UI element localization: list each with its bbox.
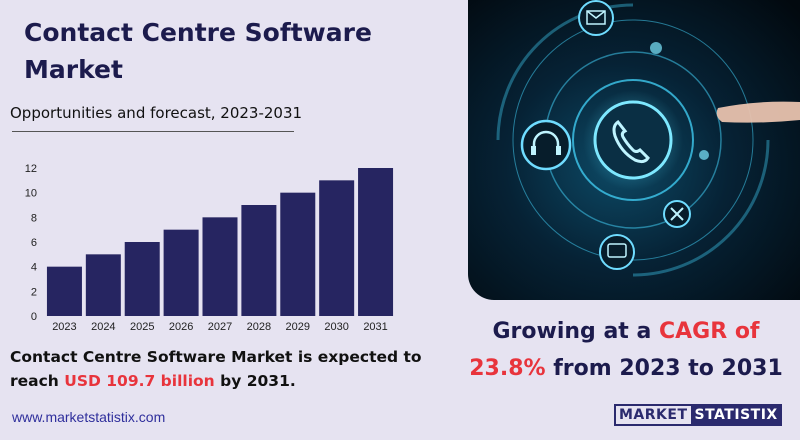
x-tick-label: 2030 [324, 321, 348, 333]
website-link[interactable]: www.marketstatistix.com [12, 409, 166, 425]
tools-icon [663, 200, 691, 228]
statement-highlight: USD 109.7 billion [64, 372, 215, 390]
envelope-icon [578, 0, 614, 36]
x-tick-label: 2026 [169, 321, 193, 333]
y-tick-label: 6 [31, 237, 37, 249]
x-tick-label: 2023 [52, 321, 76, 333]
bar-2024 [85, 254, 121, 316]
y-tick-label: 0 [31, 311, 37, 323]
bar-2027 [202, 217, 238, 316]
phone-icon [593, 100, 673, 180]
bar-2030 [319, 180, 355, 316]
y-tick-label: 8 [31, 212, 37, 224]
x-tick-label: 2029 [286, 321, 310, 333]
market-statement: Contact Centre Software Market is expect… [10, 345, 450, 393]
cagr-statement: Growing at a CAGR of 23.8% from 2023 to … [452, 313, 800, 387]
x-tick-label: 2028 [247, 321, 271, 333]
y-tick-label: 2 [31, 286, 37, 298]
bar-2029 [280, 192, 316, 316]
page-title: Contact Centre Software Market [24, 18, 372, 84]
statement-text-1: Contact Centre Software Market is expect… [10, 348, 422, 390]
hand [716, 101, 800, 123]
cagr-value: 23.8% [469, 356, 546, 381]
bar-chart: 0 2 4 6 8 10 12 2023 2024 2025 2026 2027 2028 2029 203… [25, 163, 394, 333]
y-tick-label: 10 [25, 188, 37, 200]
cagr-text-2: from 2023 to 2031 [545, 356, 783, 381]
bar-2026 [163, 229, 199, 316]
bar-2023 [46, 266, 82, 316]
subtitle-divider [12, 131, 294, 132]
x-tick-label: 2024 [91, 321, 115, 333]
bar-2028 [241, 205, 277, 316]
headset-icon [520, 119, 572, 171]
bar-2031 [358, 168, 394, 316]
bar-2025 [124, 242, 160, 316]
logo-left-text: MARKET [614, 404, 691, 426]
x-tick-label: 2025 [130, 321, 154, 333]
brand-logo: MARKET STATISTIX [614, 404, 782, 426]
y-tick-label: 12 [25, 163, 37, 175]
x-tick-label: 2031 [363, 321, 387, 333]
page-subtitle: Opportunities and forecast, 2023-2031 [10, 104, 303, 122]
contact-centre-photo [468, 0, 800, 300]
statement-text-2: by 2031. [214, 372, 296, 390]
logo-right-text: STATISTIX [690, 404, 782, 426]
y-tick-label: 4 [31, 262, 37, 274]
x-tick-label: 2027 [208, 321, 232, 333]
cagr-text-1: Growing at a [492, 319, 659, 344]
cagr-label: CAGR of [658, 319, 760, 344]
chat-icon [599, 234, 635, 270]
